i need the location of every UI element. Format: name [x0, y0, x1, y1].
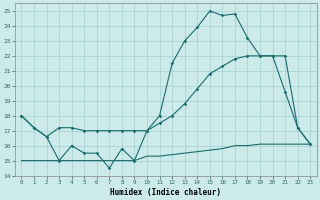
X-axis label: Humidex (Indice chaleur): Humidex (Indice chaleur) [110, 188, 221, 197]
